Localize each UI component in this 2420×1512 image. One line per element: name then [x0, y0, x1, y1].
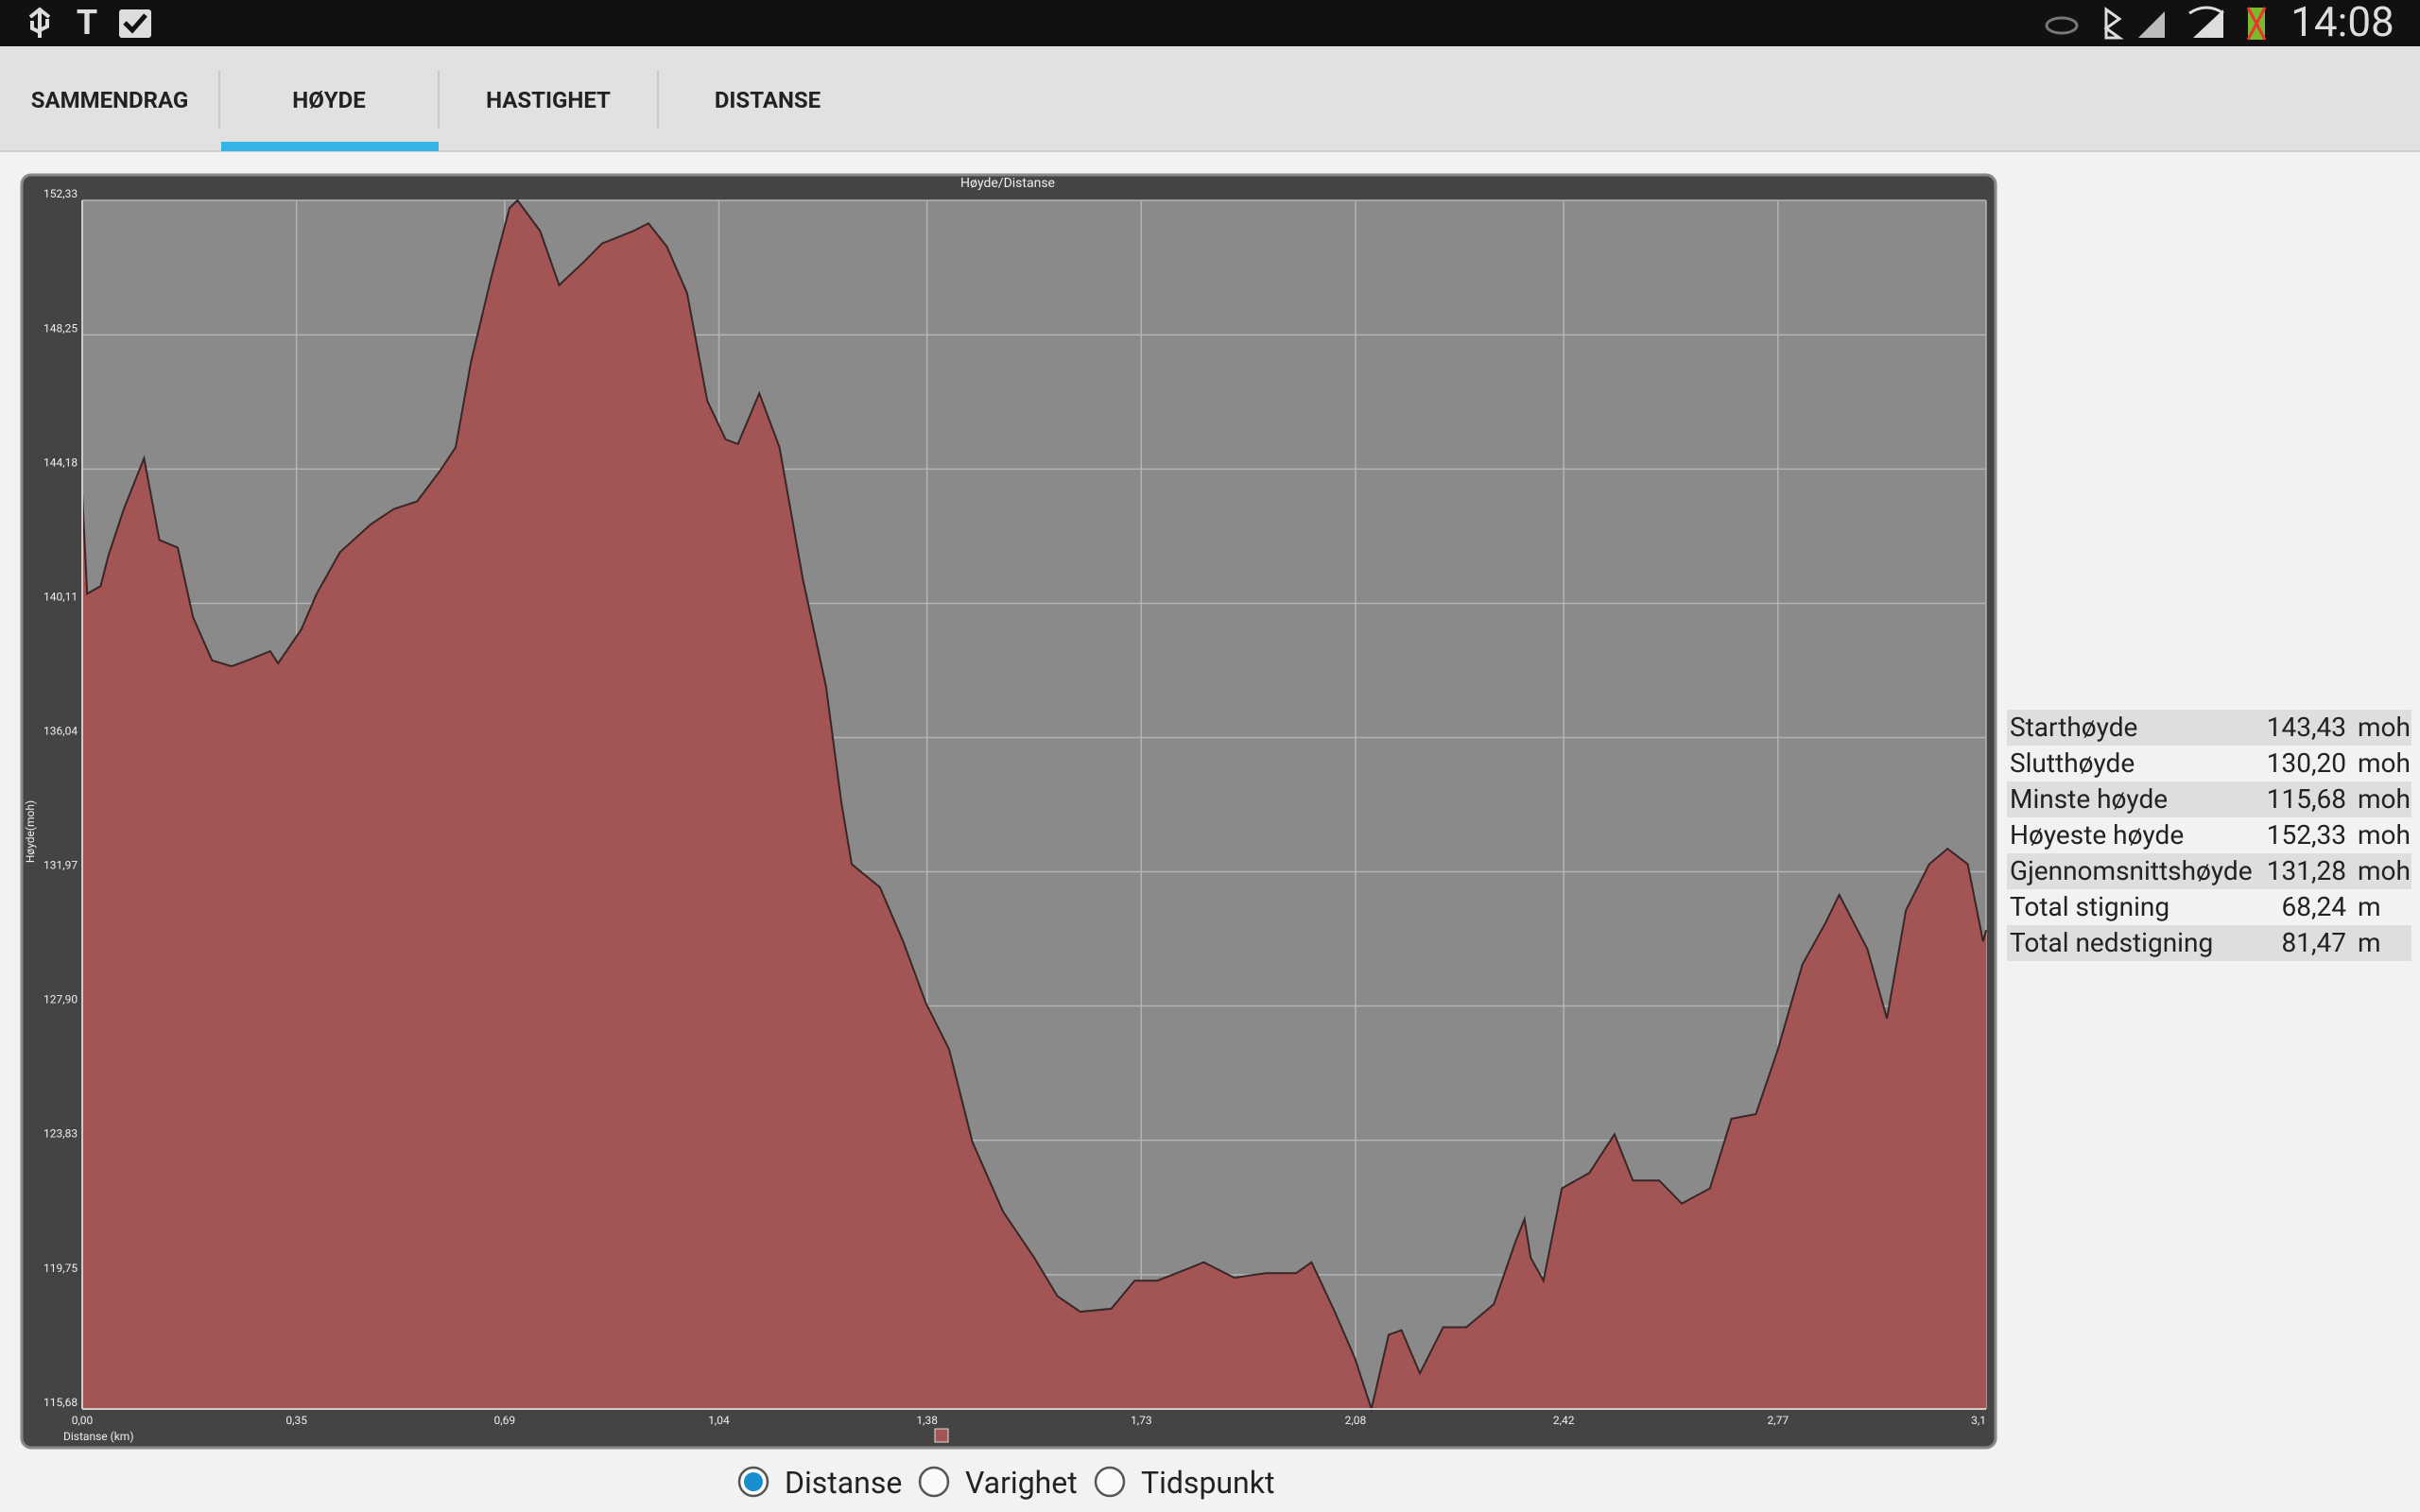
- stats-value: 115,68: [2267, 783, 2346, 815]
- legend-swatch: [934, 1428, 949, 1443]
- tab-label: SAMMENDRAG: [31, 87, 189, 113]
- x-axis-label: Distanse (km): [63, 1430, 134, 1443]
- y-tick-label: 115,68: [43, 1396, 78, 1409]
- status-bar: [0, 0, 2420, 46]
- radio-label[interactable]: Varighet: [965, 1465, 1078, 1501]
- tab-bar-border: [0, 150, 2420, 152]
- stats-value: 130,20: [2267, 747, 2346, 779]
- tab-divider: [438, 70, 440, 129]
- x-tick-label: 2,08: [1345, 1414, 1367, 1427]
- stats-name: Minste høyde: [2010, 783, 2168, 815]
- x-tick-label: 0,35: [285, 1414, 307, 1427]
- y-tick-label: 127,90: [43, 993, 78, 1006]
- stats-unit: m: [2358, 891, 2381, 922]
- clock: 14:08: [2290, 0, 2394, 46]
- stats-unit: moh: [2358, 855, 2411, 886]
- x-tick-label: 1,73: [1131, 1414, 1152, 1427]
- stats-unit: moh: [2358, 783, 2411, 815]
- y-tick-label: 140,11: [43, 590, 78, 603]
- svg-text:T: T: [77, 3, 97, 43]
- tab-indicator: [221, 142, 439, 151]
- radio-button[interactable]: [1094, 1466, 1126, 1498]
- y-tick-label: 152,33: [43, 187, 78, 200]
- x-tick-label: 2,42: [1553, 1414, 1575, 1427]
- tabs: SAMMENDRAG HØYDE HASTIGHET DISTANSE: [31, 70, 821, 151]
- stats-row-bg: [2007, 925, 2411, 961]
- y-tick-label: 123,83: [43, 1127, 78, 1141]
- tab-divider: [657, 70, 659, 129]
- y-tick-label: 136,04: [43, 724, 78, 737]
- stats-name: Total nedstigning: [2010, 927, 2213, 958]
- stats-value: 68,24: [2282, 891, 2347, 922]
- stats-unit: moh: [2358, 712, 2411, 743]
- stats-unit: moh: [2358, 819, 2411, 850]
- tab-label: DISTANSE: [715, 87, 821, 113]
- stats-value: 143,43: [2267, 712, 2346, 743]
- stats-name: Total stigning: [2010, 891, 2169, 922]
- stats-row-bg: [2007, 710, 2411, 746]
- stats-unit: moh: [2358, 747, 2411, 779]
- area: [82, 200, 1986, 1409]
- chart-title: Høyde/Distanse: [960, 176, 1055, 191]
- radio-label[interactable]: Tidspunkt: [1141, 1465, 1274, 1501]
- tab-label: HASTIGHET: [486, 87, 611, 113]
- tab-bar: [0, 46, 2420, 151]
- stats-row-bg: [2007, 782, 2411, 817]
- stats-name: Gjennomsnittshøyde: [2010, 855, 2253, 886]
- y-tick-label: 144,18: [43, 455, 78, 469]
- plot: 115,68 119,75 123,83 127,90 131,97 136,04 140,…: [43, 187, 1987, 1443]
- status-icons-right: 14:08: [2045, 0, 2394, 46]
- y-tick-label: 131,97: [43, 859, 78, 872]
- x-tick-label: 1,04: [708, 1414, 730, 1427]
- radio-dot: [744, 1472, 763, 1491]
- stats-value: 152,33: [2267, 819, 2346, 850]
- x-tick-label: 1,38: [916, 1414, 938, 1427]
- stats-unit: m: [2358, 927, 2381, 958]
- stats-table: Starthøyde 143,43 moh Slutthøyde 130,20 moh Mi…: [2007, 710, 2411, 961]
- radio-label[interactable]: Distanse: [785, 1465, 902, 1501]
- x-tick-label: 0,69: [494, 1414, 516, 1427]
- stats-value: 131,28: [2267, 855, 2346, 886]
- tab-label: HØYDE: [292, 87, 365, 113]
- status-icons-left: T: [28, 3, 151, 43]
- stats-name: Slutthøyde: [2010, 747, 2135, 779]
- stats-value: 81,47: [2282, 927, 2346, 958]
- y-tick-label: 148,25: [43, 321, 78, 335]
- x-tick-label: 3,1: [1971, 1414, 1986, 1427]
- y-tick-label: 119,75: [43, 1262, 78, 1275]
- line: [81, 198, 1987, 1413]
- stats-name: Høyeste høyde: [2010, 819, 2184, 850]
- stats-row-bg: [2007, 853, 2411, 889]
- radio-button[interactable]: [918, 1466, 950, 1498]
- tab-divider: [218, 70, 220, 129]
- stats-name: Starthøyde: [2010, 712, 2137, 743]
- x-tick-label: 0,00: [72, 1414, 94, 1427]
- x-tick-label: 2,77: [1768, 1414, 1789, 1427]
- x-mode-radios: Distanse Varighet Tidspunkt: [737, 1465, 1274, 1501]
- y-axis-label: Høyde(moh): [24, 800, 37, 863]
